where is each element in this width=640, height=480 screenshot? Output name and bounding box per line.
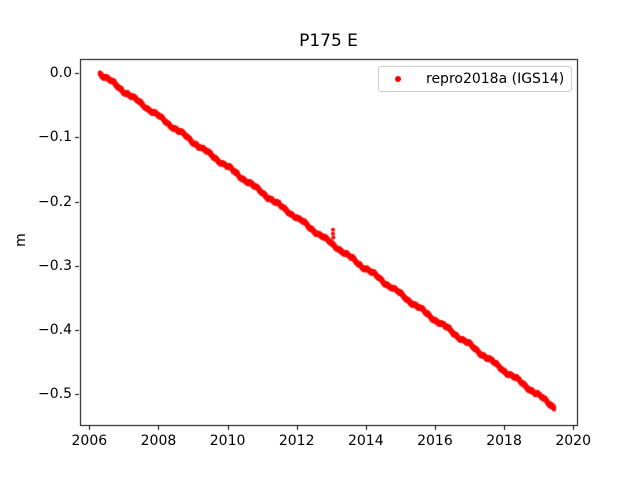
x-tick-label: 2012: [278, 433, 315, 449]
y-axis-label: m: [13, 233, 29, 247]
chart-title: P175 E: [299, 31, 358, 51]
legend: repro2018a (IGS14): [378, 66, 572, 92]
y-tick-label: 0.0: [49, 65, 72, 82]
x-tick-label: 2020: [555, 433, 592, 449]
x-tick-label: 2016: [417, 433, 453, 449]
y-tick-label: −0.5: [38, 386, 72, 403]
legend-marker-dot: [395, 76, 401, 82]
y-tick-label: −0.1: [38, 129, 72, 146]
x-tick-label: 2008: [140, 433, 177, 449]
y-tick-label: −0.2: [38, 193, 72, 210]
x-tick-label: 2018: [486, 433, 522, 449]
x-tick-label: 2006: [71, 433, 108, 449]
legend-label: repro2018a (IGS14): [426, 71, 565, 87]
x-tick-label: 2014: [347, 433, 384, 449]
y-tick-label: −0.4: [38, 321, 72, 338]
x-tick-label: 2010: [209, 433, 246, 449]
y-tick-label: −0.3: [38, 257, 72, 274]
